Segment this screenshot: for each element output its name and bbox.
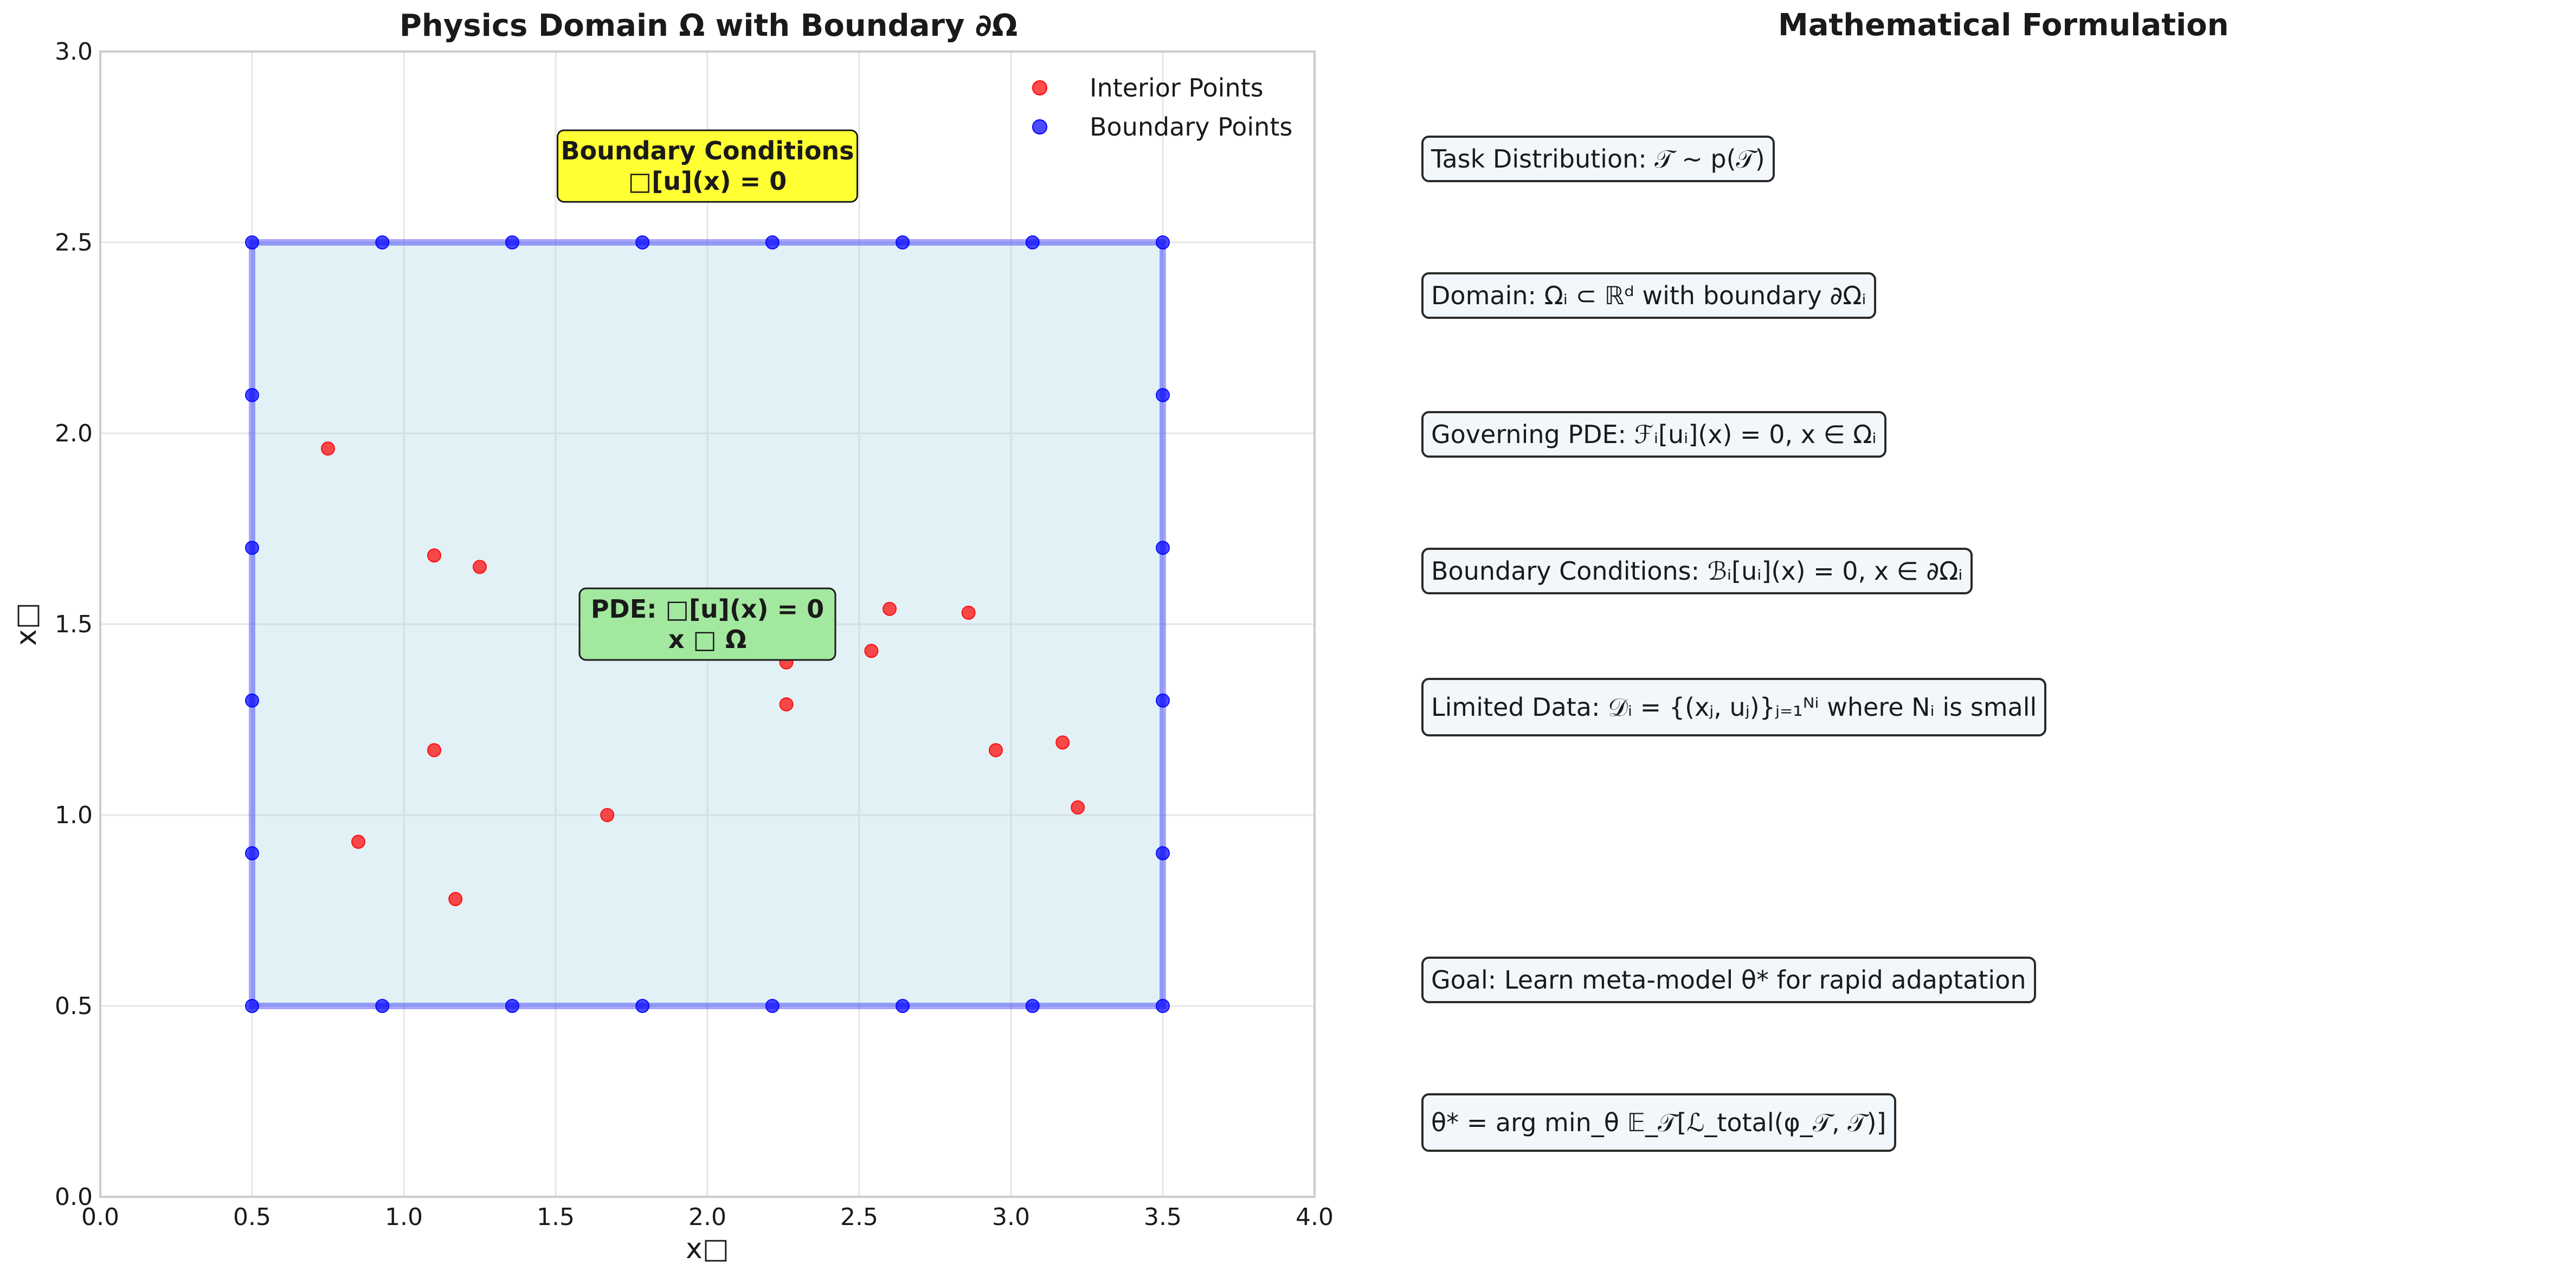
boundary-point [1156, 999, 1170, 1013]
y-tick-label: 2.5 [55, 229, 93, 257]
boundary-point [635, 235, 650, 249]
boundary-conditions-text: Boundary Conditions: ℬᵢ[uᵢ](x) = 0, x ∈ … [1431, 556, 1963, 586]
annotation-text: PDE: □[u](x) = 0 [591, 594, 824, 624]
y-tick-label: 1.0 [55, 801, 93, 829]
annotation-text: Boundary Conditions [561, 136, 854, 165]
interior-point [427, 743, 441, 758]
goal-box: Goal: Learn meta-model θ* for rapid adap… [1421, 957, 2036, 1003]
x-tick-label: 1.5 [537, 1203, 575, 1231]
boundary-point [505, 999, 519, 1013]
boundary-point [765, 235, 780, 249]
boundary-point [505, 235, 519, 249]
interior-point [961, 605, 976, 620]
boundary-point [245, 235, 259, 249]
interior-point [321, 441, 335, 456]
boundary-point [896, 999, 910, 1013]
x-tick-label: 2.5 [840, 1203, 878, 1231]
boundary-point [1156, 388, 1170, 402]
interior-point [779, 697, 794, 711]
objective-text: θ* = arg min_θ 𝔼_𝒯[ℒ_total(φ_𝒯, 𝒯)] [1431, 1108, 1886, 1137]
x-tick-label: 3.0 [992, 1203, 1030, 1231]
x-tick-label: 0.0 [81, 1203, 119, 1231]
task-distribution-text: Task Distribution: 𝒯 ∼ p(𝒯) [1431, 144, 1765, 174]
boundary-point [375, 999, 390, 1013]
x-tick-label: 1.0 [385, 1203, 423, 1231]
chart-title: Physics Domain Ω with Boundary ∂Ω [400, 8, 1017, 43]
boundary-point [1156, 693, 1170, 708]
interior-point [883, 601, 897, 616]
annotation-text: x □ Ω [668, 625, 746, 654]
boundary-point [1025, 235, 1040, 249]
x-tick-label: 2.0 [688, 1203, 726, 1231]
boundary-conditions-box: Boundary Conditions: ℬᵢ[uᵢ](x) = 0, x ∈ … [1421, 548, 1973, 594]
x-tick-label: 3.5 [1144, 1203, 1182, 1231]
interior-point [473, 560, 487, 574]
boundary-point [635, 999, 650, 1013]
interior-point [427, 548, 441, 563]
x-axis-label: x□ [686, 1233, 729, 1265]
formulation-title: Mathematical Formulation [1778, 8, 2229, 43]
boundary-point [1025, 999, 1040, 1013]
boundary-point [765, 999, 780, 1013]
legend-marker [1032, 80, 1047, 95]
legend: Interior Points Boundary Points [1032, 73, 1292, 142]
y-tick-label: 0.5 [55, 992, 93, 1020]
governing-pde-box: Governing PDE: ℱᵢ[uᵢ](x) = 0, x ∈ Ωᵢ [1421, 411, 1886, 458]
goal-text: Goal: Learn meta-model θ* for rapid adap… [1431, 965, 2026, 995]
annotation-text: □[u](x) = 0 [628, 166, 787, 196]
boundary-point [375, 235, 390, 249]
y-axis-ticks: 0.0 0.5 1.0 1.5 2.0 2.5 3.0 [55, 38, 93, 1211]
boundary-point [1156, 235, 1170, 249]
x-axis-ticks: 0.0 0.5 1.0 1.5 2.0 2.5 3.0 3.5 4.0 [81, 1203, 1334, 1231]
annotations: Boundary Conditions□[u](x) = 0 PDE: □[u](… [557, 129, 858, 661]
plot-frame [99, 50, 1316, 1198]
boundary-point [896, 235, 910, 249]
annotation-box [557, 129, 858, 203]
objective-box: θ* = arg min_θ 𝔼_𝒯[ℒ_total(φ_𝒯, 𝒯)] [1421, 1093, 1896, 1152]
limited-data-text: Limited Data: 𝒟ᵢ = {(xⱼ, uⱼ)}ⱼ₌₁ᴺⁱ where… [1431, 692, 2037, 722]
boundary-point [245, 846, 259, 861]
pde-annotation: PDE: □[u](x) = 0x □ Ω [578, 587, 836, 661]
boundary-point [1156, 846, 1170, 861]
governing-pde-text: Governing PDE: ℱᵢ[uᵢ](x) = 0, x ∈ Ωᵢ [1431, 420, 1877, 449]
y-tick-label: 2.0 [55, 420, 93, 447]
legend-label: Interior Points [1090, 73, 1264, 102]
y-axis-label: x□ [10, 602, 43, 646]
y-tick-label: 3.0 [55, 38, 93, 66]
boundary-point [245, 541, 259, 555]
boundary-point [245, 693, 259, 708]
y-tick-label: 1.5 [55, 611, 93, 638]
interior-point [864, 644, 879, 658]
interior-point [1071, 800, 1085, 815]
scatter-chart: Physics Domain Ω with Boundary ∂Ω Bounda… [10, 8, 1334, 1265]
interior-point [1055, 735, 1070, 750]
x-tick-label: 0.5 [233, 1203, 271, 1231]
boundary-point [245, 999, 259, 1013]
legend-marker [1032, 119, 1047, 134]
annotation-box [578, 587, 836, 661]
boundary-point [245, 388, 259, 402]
x-tick-label: 4.0 [1296, 1203, 1334, 1231]
boundary-point [1156, 541, 1170, 555]
domain-text: Domain: Ωᵢ ⊂ ℝᵈ with boundary ∂Ωᵢ [1431, 281, 1866, 310]
boundary-conditions-annotation: Boundary Conditions□[u](x) = 0 [557, 129, 858, 203]
interior-point [351, 835, 365, 849]
domain-box: Domain: Ωᵢ ⊂ ℝᵈ with boundary ∂Ωᵢ [1421, 272, 1876, 319]
interior-point [989, 743, 1003, 758]
interior-point [448, 892, 463, 906]
interior-point [600, 808, 615, 822]
y-tick-label: 0.0 [55, 1183, 93, 1211]
boundary-points [245, 235, 1170, 1013]
legend-label: Boundary Points [1090, 112, 1292, 142]
limited-data-box: Limited Data: 𝒟ᵢ = {(xⱼ, uⱼ)}ⱼ₌₁ᴺⁱ where… [1421, 678, 2047, 736]
task-distribution-box: Task Distribution: 𝒯 ∼ p(𝒯) [1421, 136, 1775, 182]
